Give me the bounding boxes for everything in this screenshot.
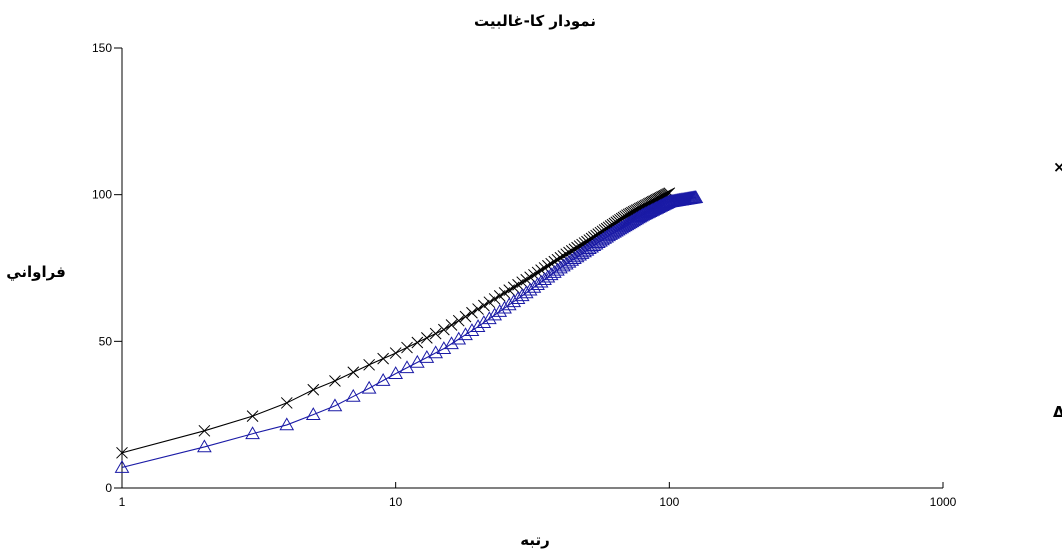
data-point-triangle [444, 336, 459, 350]
data-point-triangle [540, 269, 556, 283]
data-point-cross [363, 358, 375, 371]
data-point-triangle [419, 349, 435, 363]
data-point-cross [411, 336, 424, 349]
data-point-cross [329, 375, 341, 387]
series-2 [114, 190, 704, 473]
data-point-triangle [530, 277, 545, 291]
y-tick-label: 50 [99, 334, 113, 348]
legend-entry: شرق × [1053, 158, 1062, 176]
data-point-cross [516, 276, 529, 289]
data-point-cross [466, 306, 478, 319]
data-point-triangle [574, 245, 590, 259]
data-point-cross [307, 383, 320, 396]
plot-series [114, 187, 704, 473]
y-tick-label: 100 [92, 188, 112, 202]
data-point-triangle [577, 244, 592, 258]
x-axis: 1 10 100 1000 [119, 482, 957, 509]
data-point-triangle [533, 274, 549, 288]
legend: شرق × غرب Δ [1053, 158, 1062, 421]
data-point-triangle [428, 345, 444, 359]
data-point-cross [280, 397, 293, 409]
data-point-cross [401, 341, 413, 354]
series-1 [116, 187, 676, 459]
data-point-cross [198, 424, 211, 437]
data-point-triangle [470, 319, 486, 333]
data-point-triangle [492, 303, 508, 317]
data-point-triangle [537, 272, 552, 285]
data-point-triangle [345, 388, 361, 402]
x-tick-label: 10 [389, 495, 403, 509]
data-point-cross [246, 410, 259, 422]
data-point-triangle [245, 426, 260, 440]
x-tick-label: 100 [659, 495, 679, 509]
data-point-triangle [567, 251, 582, 265]
series-line [121, 192, 670, 454]
data-point-triangle [482, 311, 497, 325]
data-point-triangle [487, 307, 503, 321]
data-point-cross [420, 332, 433, 344]
data-point-cross [483, 296, 496, 309]
data-point-cross [472, 303, 484, 315]
data-point-triangle [569, 249, 585, 263]
data-point-triangle [375, 373, 391, 386]
data-point-triangle [436, 341, 452, 355]
data-point-triangle [464, 323, 480, 336]
data-point-triangle [688, 190, 704, 203]
data-point-triangle [361, 380, 377, 394]
data-point-triangle [279, 417, 295, 431]
data-point-triangle [476, 315, 492, 328]
data-point-cross [477, 299, 490, 312]
data-point-triangle [546, 264, 562, 278]
x-axis-title: رتبه [520, 531, 550, 549]
data-point-triangle [399, 360, 415, 374]
data-point-triangle [305, 407, 321, 421]
x-tick-label: 1 [119, 495, 126, 509]
y-tick-label: 0 [105, 481, 112, 495]
data-point-cross [488, 293, 501, 305]
data-point-cross [347, 366, 360, 379]
data-point-cross [389, 347, 402, 359]
chart-title: نمودار کا-غالبیت [474, 12, 596, 30]
data-point-cross [459, 310, 472, 323]
y-axis: 0 50 100 150 [92, 41, 123, 495]
data-point-triangle [451, 331, 467, 345]
data-point-cross [116, 446, 128, 459]
data-point-triangle [388, 366, 404, 379]
y-axis-title: فراواني [6, 263, 66, 281]
legend-entry: غرب Δ [1053, 403, 1062, 421]
data-point-triangle [327, 398, 343, 412]
data-point-triangle [114, 459, 130, 473]
data-point-triangle [197, 439, 212, 453]
data-point-triangle [543, 267, 559, 281]
data-point-cross [429, 327, 442, 340]
data-point-triangle [409, 354, 425, 368]
data-point-cross [452, 314, 465, 327]
data-point-cross [445, 319, 458, 331]
data-point-triangle [572, 247, 587, 261]
x-tick-label: 1000 [930, 495, 957, 509]
data-point-triangle [458, 327, 473, 341]
data-point-triangle [497, 300, 512, 314]
data-point-cross [438, 323, 450, 336]
y-tick-label: 150 [92, 41, 112, 55]
data-point-cross [377, 352, 389, 365]
